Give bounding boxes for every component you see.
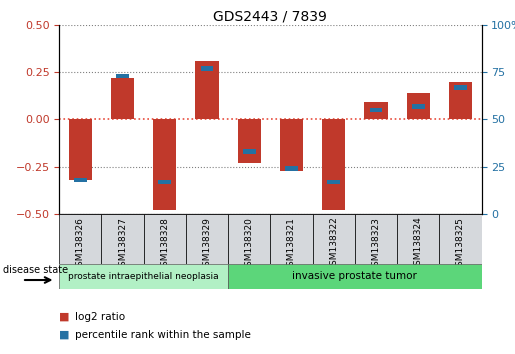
Text: GSM138326: GSM138326: [76, 217, 85, 272]
Bar: [237, 119, 261, 163]
Bar: [111, 78, 134, 119]
Bar: [101, 214, 144, 264]
Text: GSM138321: GSM138321: [287, 217, 296, 272]
Bar: [159, 179, 171, 184]
Bar: [280, 119, 303, 171]
Bar: [74, 178, 87, 182]
Bar: [285, 166, 298, 171]
Bar: [270, 214, 313, 264]
Bar: [364, 102, 388, 119]
Bar: [322, 119, 346, 210]
Text: GSM138329: GSM138329: [202, 217, 212, 272]
Bar: [449, 81, 472, 119]
Text: GSM138327: GSM138327: [118, 217, 127, 272]
Text: GSM138328: GSM138328: [160, 217, 169, 272]
Bar: [68, 119, 92, 180]
Text: log2 ratio: log2 ratio: [75, 312, 125, 322]
Bar: [328, 179, 340, 184]
Text: invasive prostate tumor: invasive prostate tumor: [293, 271, 417, 281]
Bar: [412, 104, 424, 109]
Text: ■: ■: [59, 330, 70, 339]
Bar: [439, 214, 482, 264]
Bar: [228, 264, 482, 289]
Text: GSM138322: GSM138322: [329, 217, 338, 272]
Title: GDS2443 / 7839: GDS2443 / 7839: [213, 10, 328, 24]
Bar: [355, 214, 397, 264]
Bar: [406, 93, 430, 119]
Bar: [195, 61, 219, 119]
Bar: [243, 149, 255, 154]
Bar: [397, 214, 439, 264]
Bar: [116, 74, 129, 78]
Text: percentile rank within the sample: percentile rank within the sample: [75, 330, 251, 339]
Bar: [454, 85, 467, 90]
Bar: [201, 66, 213, 71]
Bar: [59, 264, 228, 289]
Bar: [228, 214, 270, 264]
Text: GSM138320: GSM138320: [245, 217, 254, 272]
Bar: [153, 119, 177, 210]
Text: GSM138323: GSM138323: [371, 217, 381, 272]
Bar: [313, 214, 355, 264]
Text: ■: ■: [59, 312, 70, 322]
Bar: [59, 214, 101, 264]
Text: prostate intraepithelial neoplasia: prostate intraepithelial neoplasia: [68, 272, 219, 281]
Bar: [144, 214, 186, 264]
Text: GSM138325: GSM138325: [456, 217, 465, 272]
Bar: [186, 214, 228, 264]
Text: GSM138324: GSM138324: [414, 217, 423, 272]
Bar: [370, 108, 382, 112]
Text: disease state: disease state: [3, 265, 67, 275]
